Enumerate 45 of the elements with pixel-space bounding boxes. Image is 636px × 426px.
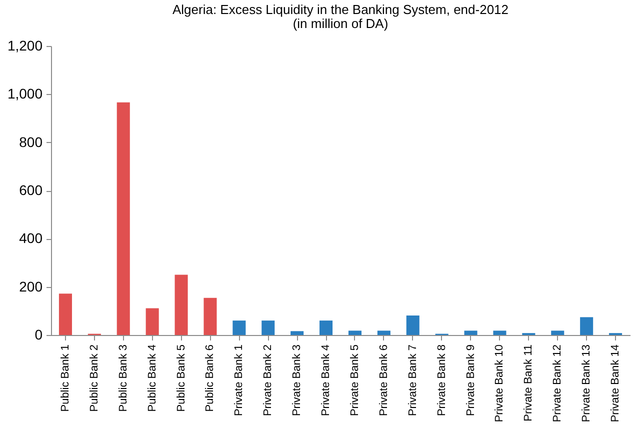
y-tick-label: 600	[19, 182, 43, 198]
x-tick-label: Private Bank 10	[494, 344, 506, 422]
x-tick-label: Private Bank 7	[406, 344, 419, 416]
y-tick-label: 800	[19, 134, 43, 150]
y-tick-label: 400	[19, 230, 43, 246]
x-tick-label: Private Bank 12	[552, 344, 564, 422]
x-tick-label: Private Bank 9	[464, 344, 477, 416]
bar	[320, 320, 333, 335]
bar	[146, 308, 159, 335]
y-tick-label: 1,200	[7, 38, 43, 54]
x-tick-label: Public Bank 4	[146, 344, 158, 412]
y-tick-label: 200	[19, 278, 43, 294]
bar	[232, 320, 246, 335]
x-tick-label: Public Bank 5	[175, 344, 188, 412]
x-tick-label: Private Bank 13	[580, 344, 593, 422]
x-tick-label: Private Bank 1	[233, 344, 246, 416]
bar	[204, 298, 217, 335]
bar	[493, 330, 506, 335]
bar	[406, 315, 420, 335]
x-tick-label: Private Bank 11	[522, 344, 535, 422]
y-tick-label: 0	[34, 326, 43, 342]
chart-subtitle: (in million of DA)	[292, 16, 388, 31]
bar	[377, 330, 390, 335]
x-tick-label: Public Bank 6	[204, 344, 216, 412]
bar	[464, 330, 478, 335]
bar	[348, 330, 362, 335]
x-tick-label: Private Bank 2	[262, 344, 274, 416]
x-tick-label: Private Bank 14	[610, 344, 622, 422]
y-tick-label: 1,000	[7, 86, 43, 102]
bar	[58, 294, 72, 335]
x-tick-label: Private Bank 4	[320, 344, 332, 416]
bar	[580, 317, 594, 335]
bar	[551, 330, 564, 335]
x-tick-label: Private Bank 5	[348, 344, 361, 416]
x-tick-label: Public Bank 3	[117, 344, 130, 412]
x-tick-label: Private Bank 3	[291, 344, 304, 416]
bar	[262, 320, 275, 335]
x-tick-label: Private Bank 6	[378, 344, 390, 416]
bar	[174, 274, 188, 335]
bar	[116, 102, 130, 335]
bar	[290, 331, 304, 335]
x-tick-label: Public Bank 1	[59, 344, 72, 412]
chart-title: Algeria: Excess Liquidity in the Banking System, end-2012	[172, 2, 509, 17]
x-tick-label: Private Bank 8	[436, 344, 448, 416]
x-tick-label: Public Bank 2	[88, 344, 100, 412]
